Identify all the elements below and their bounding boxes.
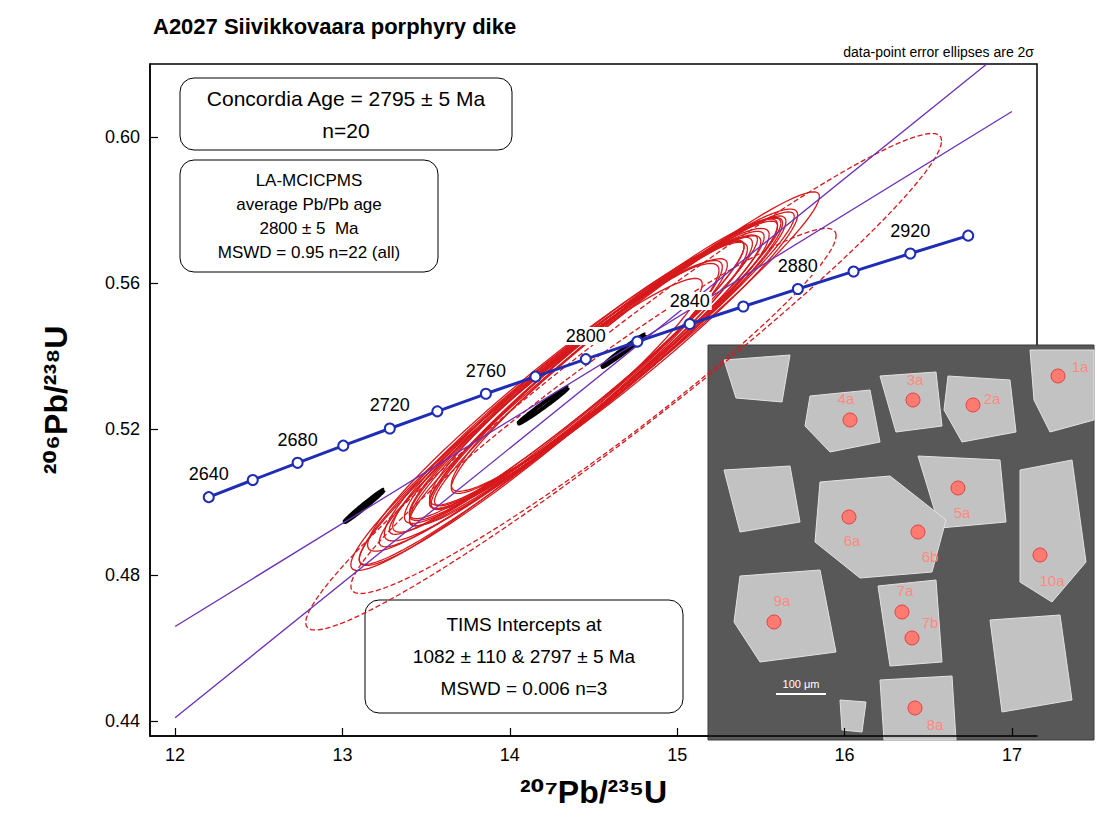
svg-text:2880: 2880 (778, 256, 818, 276)
svg-text:6a: 6a (844, 532, 861, 549)
svg-text:3a: 3a (907, 371, 924, 388)
svg-text:2680: 2680 (278, 430, 318, 450)
svg-text:data-point error ellipses are: data-point error ellipses are 2σ (843, 44, 1034, 60)
svg-text:12: 12 (165, 745, 185, 765)
svg-text:9a: 9a (774, 592, 791, 609)
svg-text:2720: 2720 (370, 395, 410, 415)
svg-text:13: 13 (332, 745, 352, 765)
svg-text:2760: 2760 (466, 361, 506, 381)
svg-text:8a: 8a (927, 716, 944, 733)
svg-text:1a: 1a (1072, 358, 1089, 375)
svg-text:16: 16 (835, 745, 855, 765)
svg-text:2640: 2640 (189, 464, 229, 484)
svg-text:0.60: 0.60 (105, 127, 140, 147)
svg-text:7b: 7b (922, 614, 939, 631)
svg-text:TIMS Intercepts at: TIMS Intercepts at (446, 614, 602, 635)
svg-text:1082 ± 110 & 2797 ± 5 Ma: 1082 ± 110 & 2797 ± 5 Ma (413, 646, 636, 667)
svg-text:5a: 5a (954, 504, 971, 521)
svg-text:0.44: 0.44 (105, 711, 140, 731)
svg-text:2800 ± 5 Ma: 2800 ± 5 Ma (259, 219, 359, 238)
svg-text:0.52: 0.52 (105, 419, 140, 439)
svg-text:2920: 2920 (890, 221, 930, 241)
svg-text:6b: 6b (922, 548, 939, 565)
svg-text:²⁰⁷Pb/²³⁵U: ²⁰⁷Pb/²³⁵U (520, 774, 667, 810)
svg-text:15: 15 (667, 745, 687, 765)
svg-text:10a: 10a (1039, 572, 1065, 589)
svg-text:2840: 2840 (670, 291, 710, 311)
svg-text:Concordia Age = 2795 ± 5 Ma: Concordia Age = 2795 ± 5 Ma (207, 87, 486, 110)
svg-text:²⁰⁶Pb/²³⁸U: ²⁰⁶Pb/²³⁸U (38, 326, 74, 475)
svg-text:7a: 7a (897, 582, 914, 599)
svg-text:2a: 2a (984, 390, 1001, 407)
svg-text:MSWD = 0.006 n=3: MSWD = 0.006 n=3 (441, 678, 608, 699)
svg-text:MSWD = 0.95 n=22 (all): MSWD = 0.95 n=22 (all) (218, 243, 400, 262)
svg-text:n=20: n=20 (322, 119, 369, 142)
svg-text:LA-MCICPMS: LA-MCICPMS (256, 171, 363, 190)
svg-text:2800: 2800 (566, 326, 606, 346)
svg-text:14: 14 (500, 745, 520, 765)
svg-text:average Pb/Pb age: average Pb/Pb age (236, 195, 382, 214)
svg-text:0.48: 0.48 (105, 565, 140, 585)
svg-text:100 μm: 100 μm (783, 678, 820, 690)
svg-text:4a: 4a (838, 390, 855, 407)
svg-text:0.56: 0.56 (105, 273, 140, 293)
svg-text:17: 17 (1002, 745, 1022, 765)
svg-text:A2027 Siivikkovaara porphyry d: A2027 Siivikkovaara porphyry dike (153, 14, 516, 39)
